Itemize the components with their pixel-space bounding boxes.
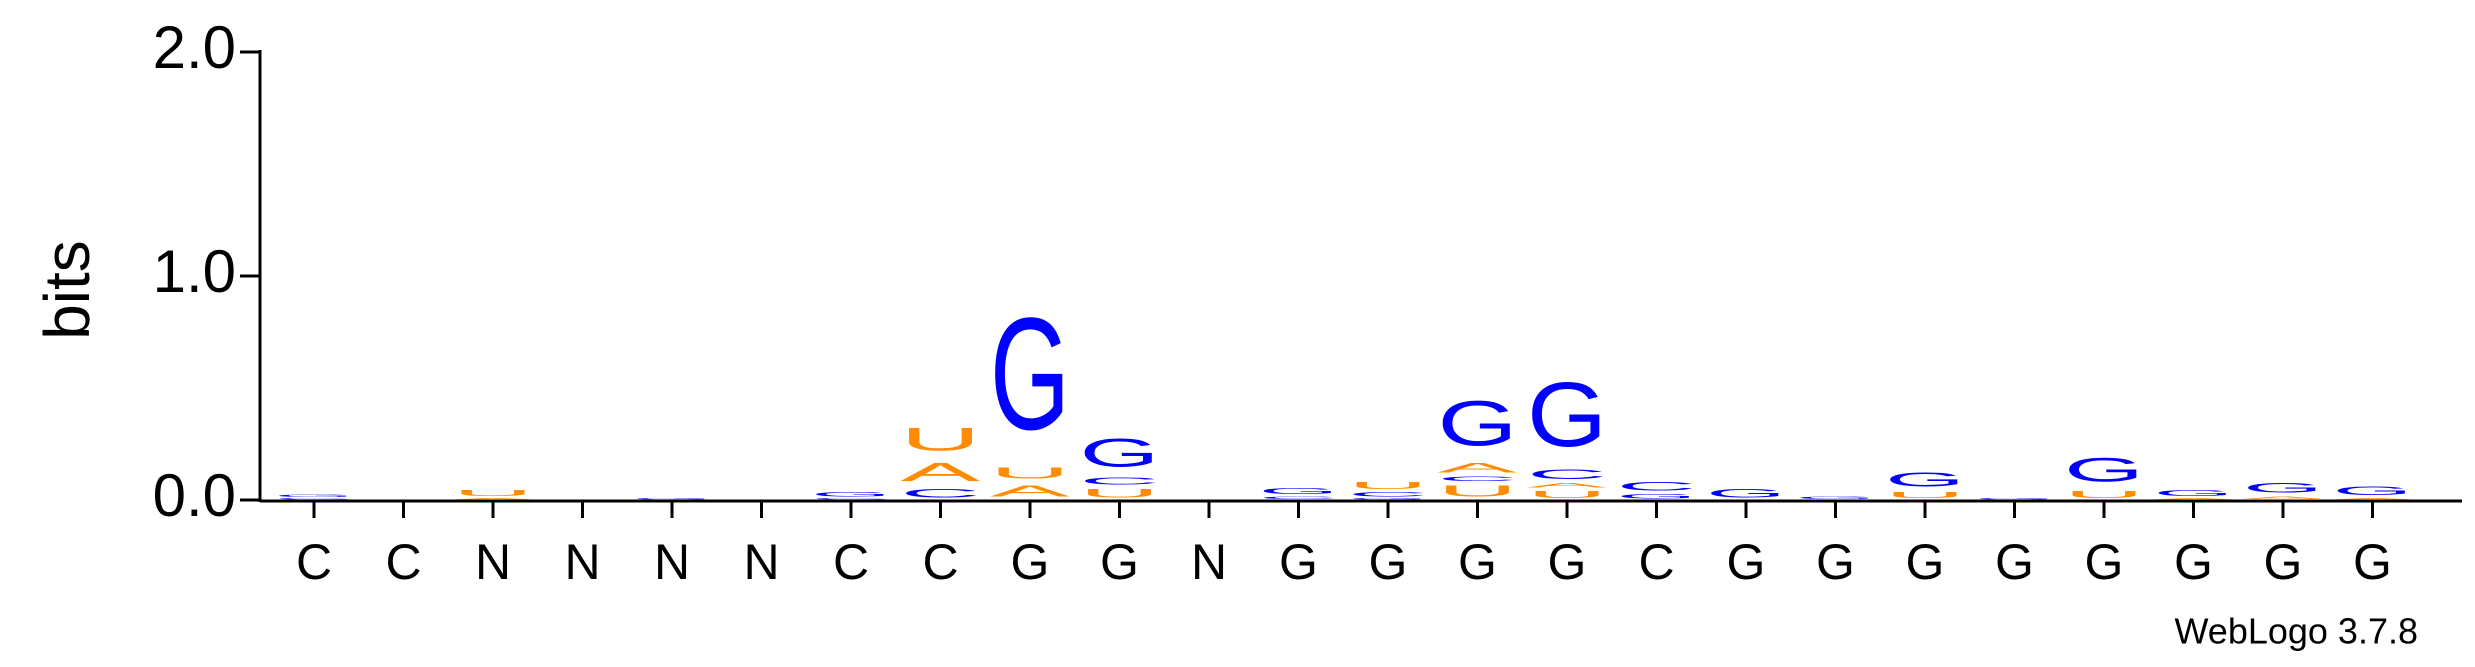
logo-letter: G xyxy=(1975,498,2055,500)
logo-letter: A xyxy=(2333,498,2414,500)
logo-letter: G xyxy=(1080,430,1160,475)
x-tick-label: N xyxy=(1191,534,1227,590)
x-tick-label: C xyxy=(1638,534,1674,590)
x-tick-label: G xyxy=(1816,534,1855,590)
x-tick-label: N xyxy=(475,534,511,590)
logo-letter: U xyxy=(901,422,981,458)
logo-letter: A xyxy=(1438,460,1518,476)
x-tick-label: G xyxy=(1011,534,1050,590)
logo-letter: G xyxy=(632,498,712,500)
logo-letter: G xyxy=(811,491,891,498)
x-tick-label: C xyxy=(833,534,869,590)
y-tick-label: 2.0 xyxy=(153,14,236,81)
x-tick-label: C xyxy=(296,534,332,590)
logo-letter: G xyxy=(1348,498,1428,500)
y-tick-label: 0.0 xyxy=(153,462,236,529)
logo-letter: A xyxy=(1527,482,1608,489)
logo-letter: G xyxy=(1796,496,1876,500)
y-tick-label: 1.0 xyxy=(153,238,236,305)
logo-letter: U xyxy=(1438,482,1518,500)
logo-letter: G xyxy=(2333,484,2413,497)
x-tick-label: G xyxy=(1995,534,2034,590)
x-tick-label: G xyxy=(2085,534,2124,590)
logo-letter: U xyxy=(2064,489,2144,500)
logo-letter: U xyxy=(1348,480,1428,491)
logo-letter: C xyxy=(1527,466,1607,482)
x-tick-label: G xyxy=(1906,534,1945,590)
x-tick-label: G xyxy=(2264,534,2303,590)
x-tick-label: G xyxy=(1458,534,1497,590)
x-tick-label: C xyxy=(922,534,958,590)
logo-letter: C xyxy=(1617,480,1697,493)
logo-letter: G xyxy=(990,285,1070,463)
x-tick-label: N xyxy=(654,534,690,590)
footer: WebLogo 3.7.8 xyxy=(2174,611,2418,652)
logo-letter: G xyxy=(1438,388,1518,460)
x-tick-label: N xyxy=(564,534,600,590)
x-tick-label: N xyxy=(743,534,779,590)
logo-letter: C xyxy=(1438,475,1518,482)
logo-letter: G xyxy=(2243,480,2323,496)
logo-letter: A xyxy=(2154,498,2235,500)
logo-letter: G xyxy=(2154,489,2234,498)
x-tick-label: G xyxy=(2353,534,2392,590)
x-tick-label: G xyxy=(1369,534,1408,590)
x-tick-label: C xyxy=(385,534,421,590)
logo-letter: U xyxy=(990,464,1070,482)
logo-letter: G xyxy=(1617,493,1697,500)
x-tick-label: G xyxy=(2174,534,2213,590)
logo-letter: C xyxy=(1080,475,1160,486)
logo-letter: C xyxy=(274,498,354,500)
logo-letter: A xyxy=(990,482,1070,500)
logo-letter: A xyxy=(901,458,981,487)
logo-letter: G xyxy=(1259,487,1339,496)
logo-letter: U xyxy=(453,489,533,498)
y-axis-label: bits xyxy=(31,240,103,340)
logo-letter: C xyxy=(811,498,891,500)
x-tick-label: G xyxy=(1100,534,1139,590)
logo-letter: U xyxy=(1885,491,1965,500)
logo-letter: U xyxy=(1527,489,1607,500)
logo-letter: A xyxy=(2243,496,2324,500)
logo-letter: G xyxy=(1885,469,1965,491)
logo-letter: C xyxy=(1348,491,1428,498)
logo-letter: G xyxy=(1527,363,1607,466)
logo-letter: G xyxy=(274,493,354,497)
x-tick-label: G xyxy=(1727,534,1766,590)
x-tick-label: G xyxy=(1279,534,1318,590)
logo-letter: G xyxy=(1706,487,1786,500)
logo-letter: C xyxy=(901,487,981,500)
logo-letter: G xyxy=(2064,451,2144,489)
logo-letter: U xyxy=(1080,487,1160,500)
logo-letter: A xyxy=(453,498,534,500)
x-tick-label: G xyxy=(1548,534,1587,590)
logo-letter: C xyxy=(1259,495,1339,499)
